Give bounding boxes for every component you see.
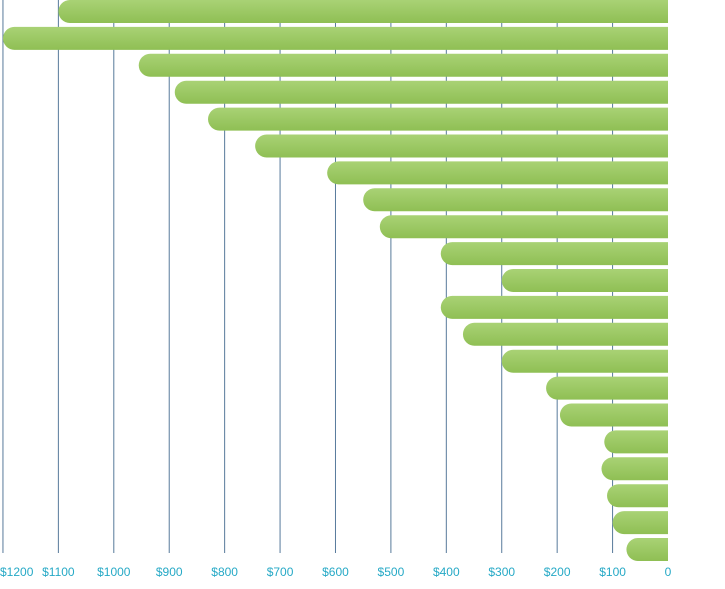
bar bbox=[612, 511, 668, 535]
bar bbox=[501, 349, 668, 373]
x-tick-label: 0 bbox=[665, 565, 672, 579]
x-tick-label: $500 bbox=[378, 565, 405, 579]
bar bbox=[440, 242, 668, 266]
bar bbox=[546, 376, 668, 400]
bar bbox=[601, 457, 668, 481]
bar bbox=[58, 0, 668, 23]
x-tick-label: $400 bbox=[433, 565, 460, 579]
bar bbox=[208, 107, 668, 131]
x-tick-label: $1200 bbox=[0, 565, 34, 579]
bar bbox=[2, 26, 668, 50]
bar bbox=[363, 188, 668, 212]
bars bbox=[2, 0, 668, 561]
x-tick-label: $200 bbox=[544, 565, 571, 579]
bar bbox=[607, 484, 668, 508]
x-tick-label: $700 bbox=[267, 565, 294, 579]
x-tick-label: $300 bbox=[488, 565, 515, 579]
bar bbox=[440, 295, 668, 319]
bar bbox=[138, 53, 668, 77]
bar bbox=[255, 134, 668, 158]
x-tick-label: $1100 bbox=[42, 565, 75, 579]
x-tick-label: $100 bbox=[599, 565, 626, 579]
x-axis-tick-labels: 0 $100 $200 $300 $400 $500 $600 $700 $800 $900 $10… bbox=[0, 565, 672, 579]
x-tick-label: $1000 bbox=[97, 565, 131, 579]
x-tick-label: $600 bbox=[322, 565, 349, 579]
bar bbox=[462, 322, 668, 346]
bar bbox=[626, 538, 668, 561]
bar bbox=[379, 215, 668, 239]
x-tick-label: $800 bbox=[211, 565, 238, 579]
bar bbox=[604, 430, 668, 454]
bar bbox=[559, 403, 668, 427]
x-tick-label: $900 bbox=[156, 565, 183, 579]
bar bbox=[327, 161, 668, 185]
bar bbox=[501, 269, 668, 292]
bar bbox=[174, 80, 668, 104]
